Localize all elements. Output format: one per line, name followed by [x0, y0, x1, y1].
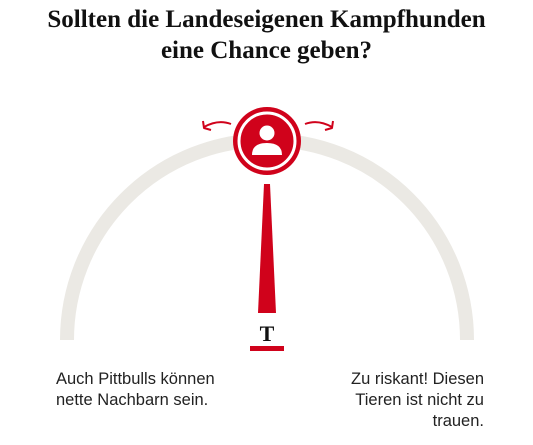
arrow-left-icon[interactable]: [202, 120, 232, 131]
gauge-knob[interactable]: [233, 107, 301, 175]
title-line-2: eine Chance geben?: [160, 37, 373, 64]
page-title: Sollten die Landeseigenen Kampfhunden ei…: [0, 4, 533, 66]
person-icon: [252, 125, 282, 155]
gauge-pointer: [258, 184, 276, 313]
pointer-label: T: [260, 321, 275, 346]
option-right-line-1: Zu riskant! Diesen: [351, 370, 484, 388]
option-left-line-2: nette Nachbarn sein.: [56, 391, 209, 409]
option-right[interactable]: Zu riskant! Diesen Tieren ist nicht zu t…: [294, 369, 484, 432]
option-left-line-1: Auch Pittbulls können: [56, 370, 215, 388]
option-right-line-2: Tieren ist nicht zu: [355, 391, 484, 409]
arrow-right-icon[interactable]: [304, 120, 334, 131]
title-line-1: Sollten die Landeseigenen Kampfhunden: [47, 6, 486, 33]
option-left[interactable]: Auch Pittbulls können nette Nachbarn sei…: [56, 369, 256, 411]
option-right-line-3: trauen.: [432, 412, 484, 430]
pointer-base-bar: [250, 346, 284, 351]
